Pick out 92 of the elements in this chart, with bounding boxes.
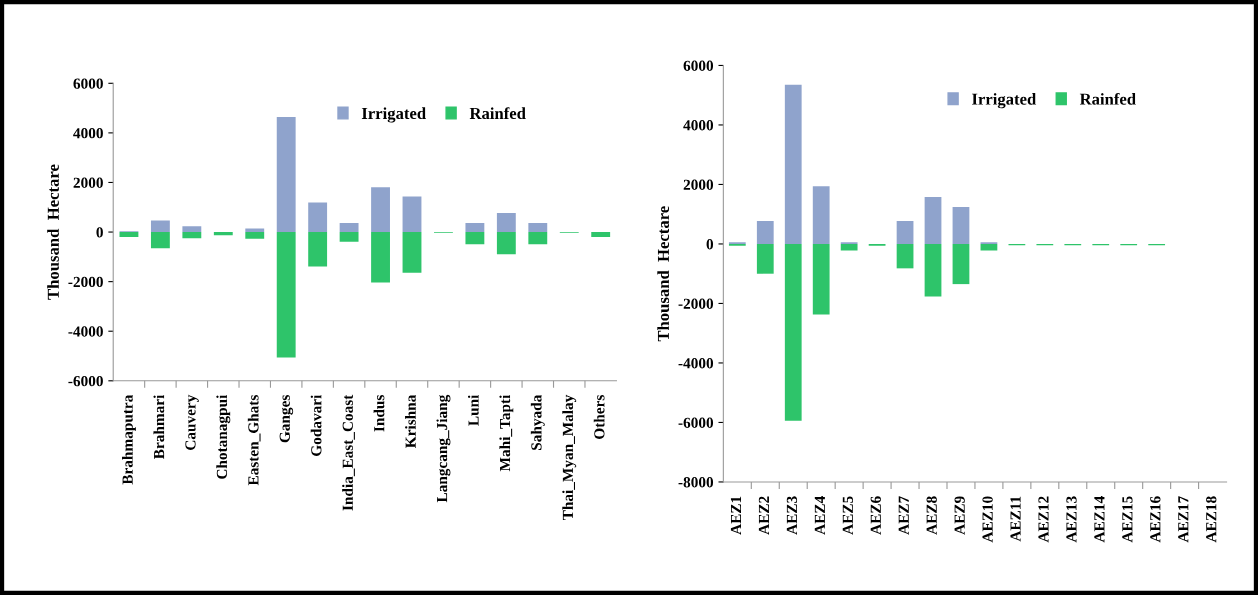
x-tick-label: AEZ17 [1178,496,1189,543]
bar [339,222,359,233]
x-tick-label: AEZ15 [1122,496,1133,543]
y-tick-label: 2000 [683,179,714,190]
bar [245,232,265,239]
x-tick-label: AEZ18 [1206,496,1217,543]
x-tick-label: India_East_Coast [342,394,355,511]
bar [465,232,485,245]
x-tick-label: AEZ11 [1010,496,1021,542]
x-tick-label: AEZ9 [954,496,965,535]
bar [339,232,359,242]
x-tick-label: AEZ10 [982,496,993,543]
bar [528,232,548,245]
legend-label: Irrigated [972,93,1037,109]
bar [812,243,830,315]
x-tick-label: Chotanagpui [216,394,231,479]
y-tick-label: 0 [706,239,714,250]
x-tick-label: AEZ3 [786,496,798,535]
x-tick-label: AEZ2 [758,496,769,535]
y-tick-label: 6000 [73,78,103,89]
bar [496,232,516,255]
bar [308,232,328,267]
x-tick-label: Easten_Ghats [247,395,261,486]
y-tick-label: -4000 [678,358,714,369]
x-tick-label: Cauvery [185,394,199,450]
bar [402,232,422,273]
bar [896,243,914,269]
y-axis-title: Thousand Hectare [657,206,670,342]
bar [465,222,485,233]
y-tick-label: 6000 [683,60,714,71]
x-tick-label: Sahyada [530,394,545,450]
bar [924,243,942,297]
y-tick-label: 4000 [73,128,103,139]
legend-label: Rainfed [469,107,526,120]
x-tick-label: Langcang_Jiang [436,394,451,503]
y-axis-title: Thousand Hectare [47,164,59,300]
bar [150,232,170,249]
y-tick-label: -6000 [68,375,103,387]
y-tick-label: 4000 [683,120,714,131]
y-tick-label: -4000 [68,326,103,337]
x-tick-label: Krishna [405,394,416,448]
x-tick-label: AEZ7 [898,496,909,535]
bar [840,243,858,251]
x-tick-label: AEZ14 [1094,496,1105,543]
y-tick-label: 2000 [73,177,103,188]
x-tick-label: Mahi_Tapti [499,394,514,472]
bar [756,221,774,244]
x-tick-label: Godavari [310,394,322,456]
bar [952,207,970,244]
bar [182,232,202,239]
bar [952,243,970,285]
bar [528,222,548,233]
x-tick-label: Brahmaputra [122,394,136,485]
bar [402,196,422,233]
bar [276,117,296,233]
bar [812,186,830,244]
bar [276,232,296,358]
bar [591,232,611,238]
x-tick-label: AEZ13 [1066,496,1077,543]
bar [371,187,390,233]
y-tick-label: 0 [96,227,103,238]
x-tick-label: AEZ6 [870,496,881,535]
bar [308,202,328,233]
x-tick-label: AEZ4 [814,496,825,535]
bar [150,220,170,233]
x-tick-label: AEZ1 [730,496,741,535]
bar [756,243,774,274]
x-tick-label: AEZ5 [842,496,853,535]
x-tick-label: Thai_Myan_Malay [562,394,577,521]
legend-label: Rainfed [1079,92,1136,105]
x-tick-label: Luni [467,394,479,426]
bar [896,221,914,244]
x-tick-label: AEZ8 [926,496,937,535]
y-tick-label: -2000 [678,298,714,309]
x-tick-label: Brahmari [153,394,165,459]
x-tick-label: AEZ12 [1038,496,1049,543]
bar [371,232,390,283]
x-tick-label: Others [593,395,605,439]
y-tick-label: -6000 [678,417,714,428]
bar [182,226,202,233]
x-tick-label: Ganges [279,395,294,443]
bar [213,232,233,236]
x-tick-label: AEZ16 [1150,496,1161,543]
bar [924,196,942,244]
bar [496,212,516,233]
bar [119,232,139,238]
y-tick-label: -2000 [68,276,103,288]
x-tick-label: Indus [373,395,385,432]
bar [784,84,802,244]
bar [784,243,802,421]
y-tick-label: -8000 [678,477,714,488]
legend-label: Irrigated [361,107,426,123]
